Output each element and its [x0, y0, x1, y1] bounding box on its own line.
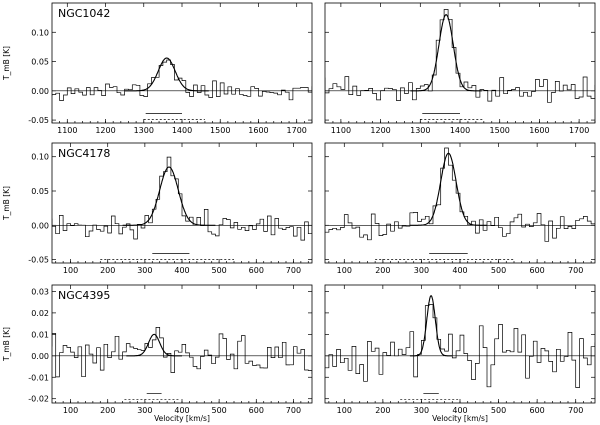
- y-tick-label: 0.05: [31, 58, 49, 67]
- x-tick-label: 1600: [248, 126, 268, 135]
- x-tick-label: 100: [63, 406, 78, 415]
- x-tick-label: 400: [452, 266, 467, 275]
- x-tick-label: 400: [174, 406, 189, 415]
- x-tick-label: 400: [452, 406, 467, 415]
- panel-frame: [51, 284, 313, 404]
- x-tick-label: 600: [530, 266, 545, 275]
- x-tick-label: 600: [530, 406, 545, 415]
- x-tick-label: 300: [137, 266, 152, 275]
- y-tick-label: -0.05: [28, 116, 49, 125]
- x-tick-label: 500: [491, 406, 506, 415]
- x-tick-label: 600: [249, 266, 264, 275]
- x-tick-label: 1400: [450, 126, 470, 135]
- x-tick-label: 100: [337, 406, 352, 415]
- x-tick-label: 500: [212, 266, 227, 275]
- galaxy-name-label: NGC4178: [58, 147, 110, 160]
- y-tick-label: 0.10: [31, 28, 49, 37]
- y-tick-label: -0.05: [28, 256, 49, 265]
- x-tick-label: 700: [286, 266, 301, 275]
- x-tick-label: 700: [568, 266, 583, 275]
- x-tick-label: 500: [491, 266, 506, 275]
- spectrum-trace: [325, 304, 595, 388]
- spectrum-trace: [325, 147, 595, 242]
- x-tick-label: 1200: [95, 126, 115, 135]
- y-tick-label: 0.10: [31, 153, 49, 162]
- y-tick-label: 0.03: [31, 287, 49, 296]
- spectrum-panel-4: 100 200 300 400 500 600 700: [324, 142, 596, 275]
- x-axis-title: Velocity [km/s]: [432, 414, 488, 423]
- panel-frame: [324, 2, 596, 124]
- x-tick-label: 200: [100, 266, 115, 275]
- galaxy-name-label: NGC4395: [58, 289, 110, 302]
- gaussian-fit-line: [126, 333, 182, 357]
- x-tick-label: 400: [174, 266, 189, 275]
- x-tick-label: 200: [100, 406, 115, 415]
- gaussian-fit-line: [409, 295, 453, 357]
- gaussian-fit-line: [410, 14, 482, 92]
- y-tick-label: 0.00: [31, 352, 49, 361]
- x-tick-label: 1100: [331, 126, 351, 135]
- x-tick-label: 100: [337, 266, 352, 275]
- x-tick-label: 300: [414, 266, 429, 275]
- x-tick-label: 300: [414, 406, 429, 415]
- x-tick-label: 1500: [490, 126, 510, 135]
- x-tick-label: 300: [137, 406, 152, 415]
- x-tick-label: 1600: [529, 126, 549, 135]
- x-tick-label: 1400: [172, 126, 192, 135]
- y-tick-label: 0.00: [31, 221, 49, 230]
- x-tick-label: 1700: [569, 126, 589, 135]
- x-tick-label: 1300: [410, 126, 430, 135]
- x-tick-label: 1200: [370, 126, 390, 135]
- x-tick-label: 1500: [210, 126, 230, 135]
- gaussian-fit-line: [124, 57, 209, 92]
- y-tick-label: 0.05: [31, 187, 49, 196]
- x-tick-label: 100: [63, 266, 78, 275]
- y-axis-title: T_mB [K]: [2, 186, 11, 221]
- gaussian-fit-line: [409, 152, 487, 226]
- panel-frame: [51, 2, 313, 124]
- x-tick-label: 200: [375, 266, 390, 275]
- spectrum-panel-6: 100 200 300 400 500 600 700 Velocity [km/s]: [324, 284, 596, 423]
- y-tick-label: 0.02: [31, 309, 49, 318]
- y-tick-label: 0.00: [31, 87, 49, 96]
- y-axis-title: T_mB [K]: [2, 327, 11, 362]
- x-tick-label: 500: [212, 406, 227, 415]
- x-tick-label: 1100: [57, 126, 77, 135]
- x-axis-title: Velocity [km/s]: [154, 414, 210, 423]
- x-tick-label: 200: [375, 406, 390, 415]
- y-tick-label: -0.02: [28, 395, 49, 404]
- x-tick-label: 600: [249, 406, 264, 415]
- galaxy-name-label: NGC1042: [58, 7, 110, 20]
- spectrum-trace: [52, 59, 312, 101]
- spectrum-panel-5: 100 200 300 400 500 600 700 -0.02 -0.01 0.00 0.01 0…: [2, 284, 313, 423]
- x-tick-label: 1300: [134, 126, 154, 135]
- x-tick-label: 700: [286, 406, 301, 415]
- y-tick-label: -0.01: [28, 373, 49, 382]
- x-tick-label: 1700: [287, 126, 307, 135]
- y-axis-title: T_mB [K]: [2, 46, 11, 81]
- spectrum-panel-1: 1100 1200 1300 1400 1500 1600 1700 -0.05 0.00 0.0…: [2, 2, 313, 135]
- spectrum-panel-3: 100 200 300 400 500 600 700 -0.05 0.00 0.05 0.10 NG…: [2, 142, 313, 275]
- x-tick-label: 700: [568, 406, 583, 415]
- gaussian-fit-line: [122, 166, 216, 226]
- y-tick-label: 0.01: [31, 330, 49, 339]
- spectrum-trace: [52, 156, 312, 241]
- spectrum-trace: [325, 9, 595, 103]
- spectrum-panel-2: 1100 1200 1300 1400 1500 1600 1700: [324, 2, 596, 135]
- spectrum-trace: [52, 327, 312, 378]
